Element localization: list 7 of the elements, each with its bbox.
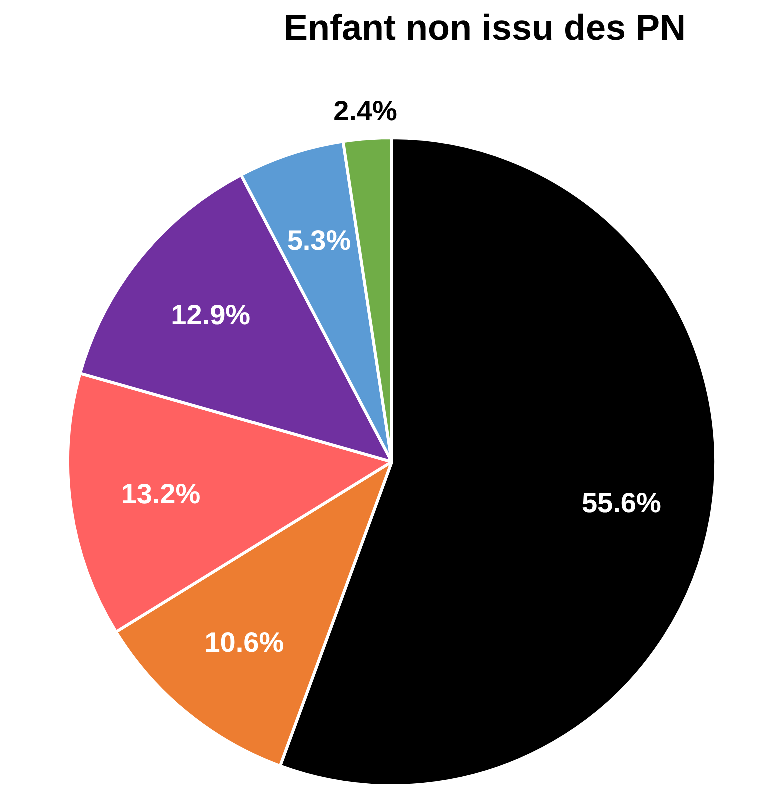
chart-title: Enfant non issu des PN: [284, 7, 686, 48]
data-label: 13.2%: [121, 478, 201, 510]
data-label: 55.6%: [582, 487, 662, 518]
data-label: 10.6%: [204, 627, 284, 658]
data-label: 5.3%: [287, 224, 352, 256]
data-label: 12.9%: [171, 300, 251, 330]
data-label: 2.4%: [334, 96, 398, 126]
